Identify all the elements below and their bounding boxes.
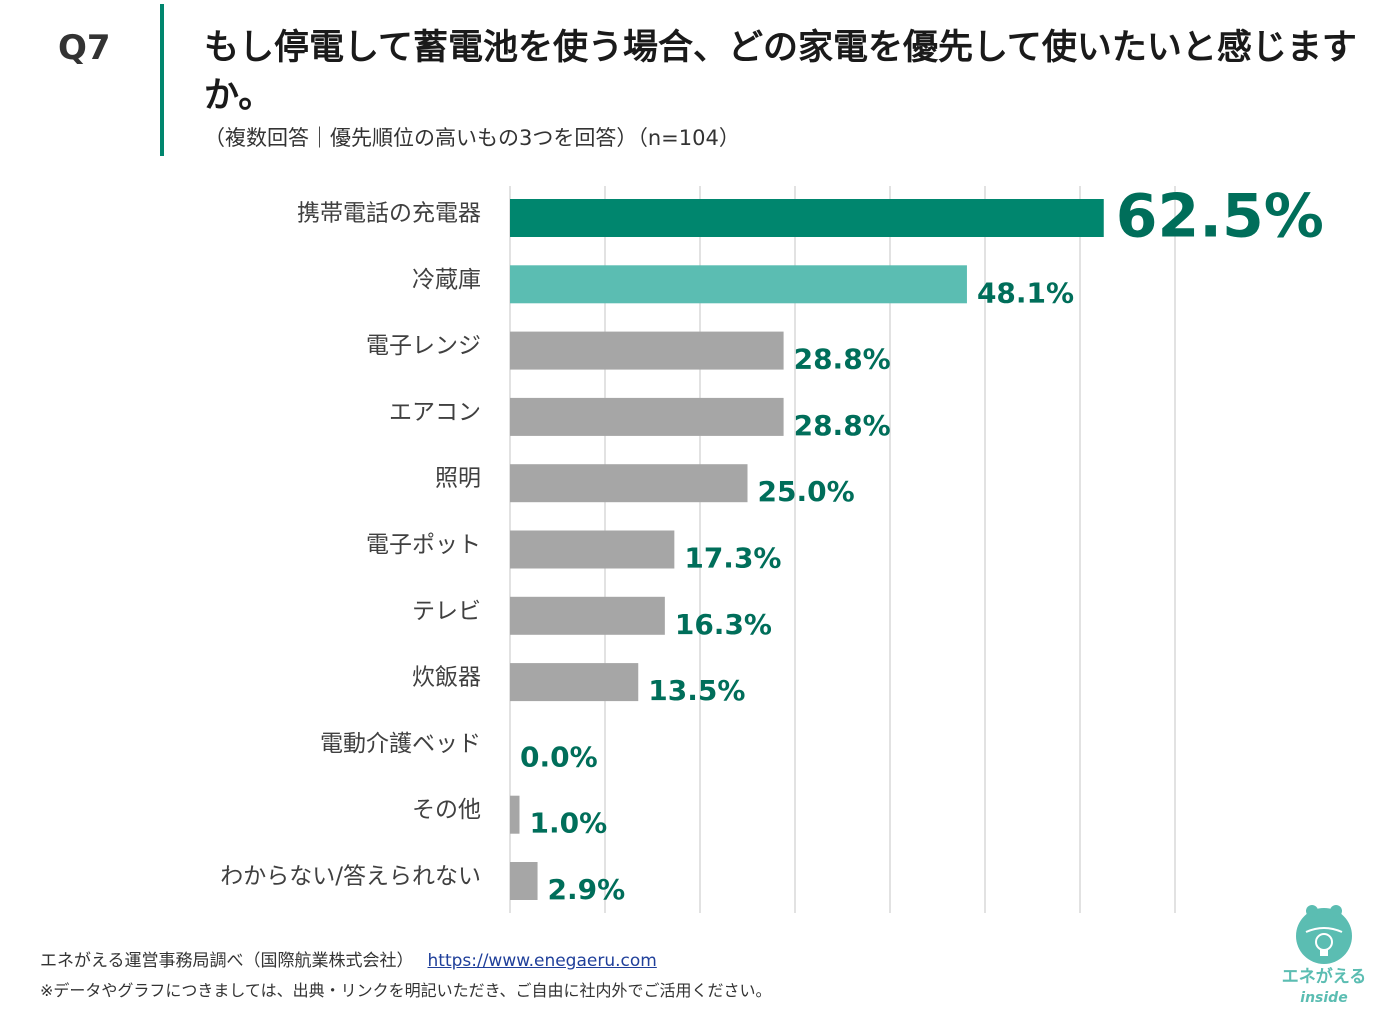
bar (510, 663, 639, 702)
value-label: 28.8% (794, 409, 891, 442)
logo-name: エネがえる (1282, 966, 1367, 987)
value-label: 62.5% (1116, 182, 1324, 252)
value-label: 25.0% (758, 475, 855, 508)
title-accent-bar (160, 4, 164, 156)
bar (510, 795, 520, 834)
category-label: 冷蔵庫 (412, 267, 481, 293)
value-label: 1.0% (530, 807, 608, 840)
value-label: 13.5% (648, 674, 745, 707)
category-label: テレビ (412, 598, 481, 624)
source-link[interactable]: https://www.enegaeru.com (427, 951, 657, 971)
bar (510, 331, 784, 370)
bar (510, 199, 1104, 237)
category-label: 炊飯器 (412, 665, 481, 691)
question-title: もし停電して蓄電池を使う場合、どの家電を優先して使いたいと感じますか。 (204, 28, 1357, 116)
category-label: 電子ポット (366, 532, 481, 558)
category-label: 携帯電話の充電器 (297, 201, 481, 227)
category-label: わからない/答えられない (220, 864, 481, 890)
value-label: 0.0% (520, 740, 598, 773)
bar (510, 397, 784, 436)
bar (510, 265, 967, 304)
value-label: 17.3% (684, 542, 781, 575)
bar (510, 464, 748, 503)
bar (510, 862, 538, 900)
category-label: 照明 (435, 466, 481, 492)
question-subtitle: （複数回答｜優先順位の高いもの3つを回答）（n=104） (204, 126, 740, 150)
source-text: エネがえる運営事務局調べ（国際航業株式会社） (40, 951, 414, 971)
bar (510, 596, 665, 635)
footer-source: エネがえる運営事務局調べ（国際航業株式会社） https://www.enegae… (40, 946, 657, 971)
value-label: 16.3% (675, 608, 772, 641)
category-label: その他 (412, 797, 481, 823)
bar (510, 530, 675, 569)
value-label: 48.1% (977, 276, 1074, 309)
question-number: Q7 (58, 28, 111, 68)
bar-chart: 携帯電話の充電器 62.5% 冷蔵庫 48.1% 電子レンジ 28.8% エアコン 28.8%… (220, 182, 1324, 913)
value-label: 28.8% (794, 343, 891, 376)
footer-note: ※データやグラフにつきましては、出典・リンクを明記いただき、ご自由に社内外でご活… (40, 981, 772, 1000)
enegaeru-logo: エネがえる inside (1266, 902, 1382, 1010)
value-label: 2.9% (548, 873, 626, 906)
frog-bulb-icon (1296, 905, 1352, 964)
logo-sub: inside (1300, 990, 1347, 1006)
category-label: 電子レンジ (366, 333, 481, 359)
category-label: エアコン (389, 399, 481, 425)
category-label: 電動介護ベッド (320, 731, 481, 757)
